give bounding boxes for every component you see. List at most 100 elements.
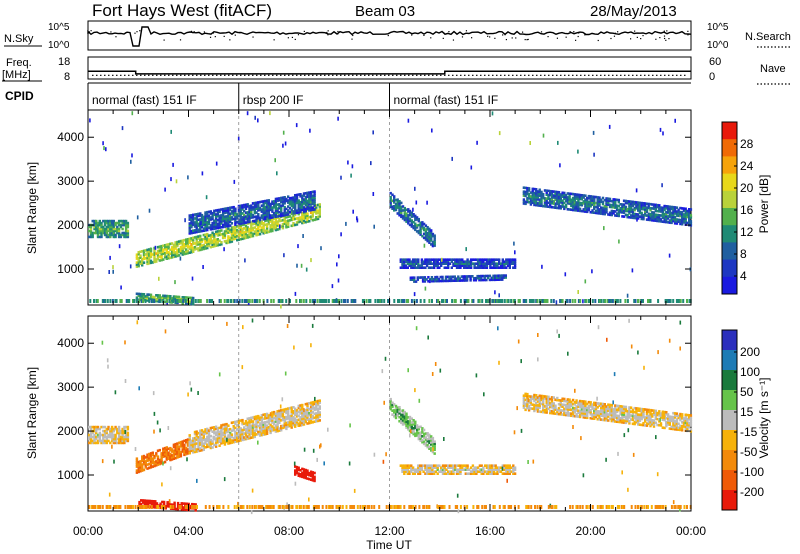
range-cell (308, 407, 311, 411)
range-cell (419, 221, 422, 225)
range-cell (280, 210, 283, 214)
range-cell (573, 403, 577, 406)
range-cell (396, 408, 399, 411)
range-cell (589, 201, 592, 204)
range-cell (297, 203, 300, 206)
range-cell (237, 421, 241, 425)
range-cell (524, 394, 527, 398)
range-cell (311, 407, 314, 410)
range-cell (663, 214, 666, 218)
range-cell (428, 447, 431, 450)
range-cell (672, 219, 675, 223)
range-cell (668, 215, 671, 218)
range-cell (272, 221, 276, 224)
range-cell (167, 253, 170, 256)
range-cell (172, 443, 176, 447)
range-cell (426, 228, 429, 231)
range-cell (424, 286, 427, 291)
range-cell (391, 413, 394, 416)
range-cell (574, 299, 577, 303)
range-cell (550, 299, 553, 303)
range-cell (218, 224, 221, 227)
range-cell (190, 215, 193, 219)
range-cell (419, 437, 422, 440)
range-cell (526, 396, 529, 400)
range-cell (480, 464, 483, 467)
range-cell (311, 479, 314, 482)
nsearch-point (663, 30, 665, 32)
range-cell (459, 264, 462, 267)
range-cell (550, 192, 554, 195)
range-cell (594, 211, 598, 215)
range-cell (214, 425, 218, 429)
range-cell (529, 403, 533, 406)
range-cell (227, 216, 230, 220)
range-cell (306, 408, 309, 411)
range-cell (301, 217, 304, 221)
range-cell (290, 200, 293, 204)
range-cell (225, 215, 228, 218)
range-cell (487, 299, 490, 303)
range-cell (318, 205, 321, 208)
range-cell (640, 213, 643, 217)
range-cell (506, 466, 510, 469)
range-cell (436, 466, 439, 469)
range-cell (584, 416, 587, 419)
range-cell (540, 196, 543, 200)
range-cell (214, 215, 218, 218)
range-cell (428, 241, 431, 244)
range-cell (89, 227, 93, 231)
range-cell (257, 216, 260, 220)
range-cell (478, 299, 481, 303)
range-cell (243, 215, 246, 219)
range-cell (174, 251, 177, 254)
range-cell (172, 243, 176, 247)
range-cell (689, 208, 693, 211)
range-cell (626, 209, 629, 213)
range-cell (455, 468, 459, 471)
range-cell (598, 299, 600, 303)
range-cell (301, 206, 304, 210)
range-cell (484, 262, 487, 265)
range-cell (272, 211, 276, 215)
range-cell (183, 252, 186, 256)
range-cell (568, 200, 571, 203)
range-cell (420, 276, 423, 279)
range-cell (616, 299, 619, 303)
range-cell (405, 422, 408, 425)
range-cell (276, 410, 279, 413)
range-cell (550, 411, 554, 415)
range-cell (550, 200, 554, 203)
range-cell (255, 219, 258, 222)
range-cell (140, 299, 143, 303)
range-cell (635, 205, 638, 208)
range-cell (494, 264, 497, 267)
range-cell (538, 404, 541, 407)
range-cell (276, 429, 279, 433)
range-cell (190, 221, 193, 225)
range-cell (552, 194, 555, 197)
range-cell (315, 404, 318, 407)
range-cell (251, 299, 254, 303)
range-cell (96, 221, 100, 225)
range-cell (162, 447, 165, 451)
range-cell (211, 233, 214, 237)
range-cell (260, 216, 263, 219)
range-cell (406, 468, 409, 471)
range-cell (589, 405, 592, 408)
range-cell (230, 236, 234, 239)
range-cell (554, 202, 557, 205)
range-cell (158, 276, 160, 281)
range-cell (269, 429, 272, 433)
range-cell (659, 210, 663, 213)
range-cell (677, 208, 680, 212)
range-cell (112, 429, 115, 433)
range-cell (640, 217, 643, 221)
range-cell (193, 446, 197, 450)
range-cell (454, 299, 457, 303)
range-cell (165, 446, 168, 449)
range-cell (564, 405, 568, 409)
range-cell (206, 299, 209, 303)
range-cell (206, 437, 209, 441)
range-cell (234, 430, 237, 434)
